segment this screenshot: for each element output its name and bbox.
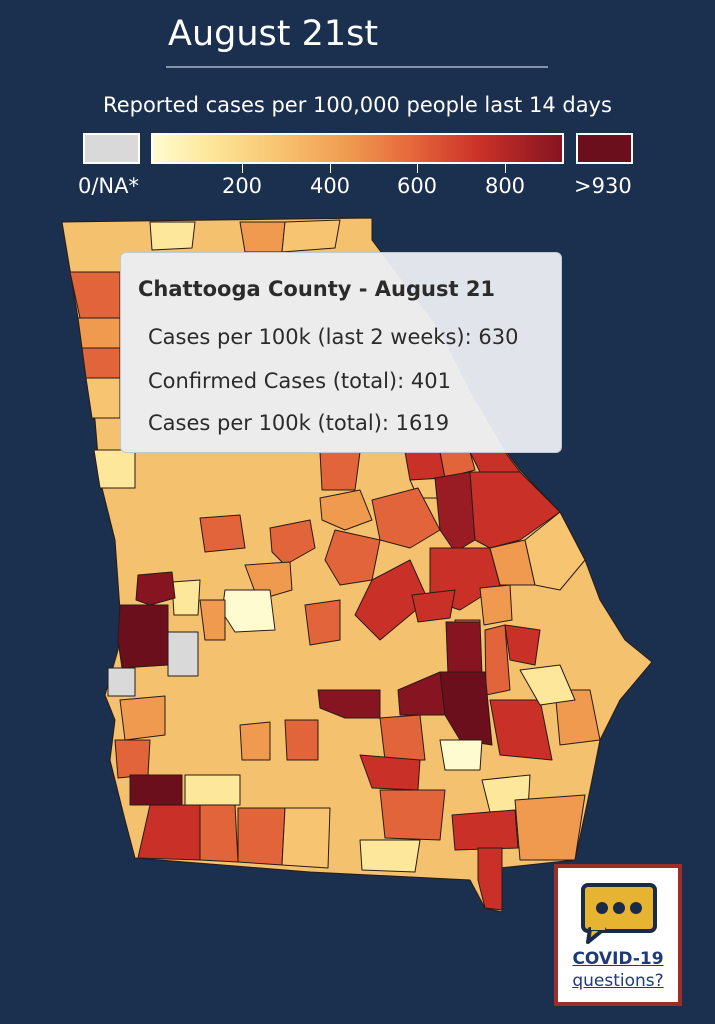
- county[interactable]: [505, 625, 540, 665]
- county[interactable]: [86, 378, 120, 418]
- county[interactable]: [115, 740, 150, 778]
- county[interactable]: [150, 222, 195, 250]
- county[interactable]: [200, 805, 238, 862]
- county[interactable]: [452, 810, 518, 850]
- tooltip-row-value: 401: [411, 369, 451, 393]
- county[interactable]: [108, 668, 135, 696]
- tooltip-row-value: 1619: [396, 411, 449, 435]
- county[interactable]: [285, 720, 318, 760]
- county[interactable]: [200, 515, 245, 552]
- chat-bubble-icon: [580, 882, 658, 944]
- tooltip-title: Chattooga County - August 21: [138, 277, 495, 301]
- county[interactable]: [485, 625, 510, 695]
- county[interactable]: [78, 318, 120, 348]
- county[interactable]: [172, 580, 200, 615]
- tooltip-row-label: Cases per 100k (total):: [148, 411, 389, 435]
- tooltip-row-label: Cases per 100k (last 2 weeks):: [148, 325, 472, 349]
- county[interactable]: [480, 585, 512, 625]
- county[interactable]: [240, 722, 270, 760]
- county[interactable]: [515, 795, 585, 860]
- tooltip-row: Cases per 100k (total): 1619: [148, 411, 449, 435]
- county[interactable]: [120, 696, 165, 740]
- county[interactable]: [440, 740, 482, 770]
- county[interactable]: [282, 808, 330, 868]
- county[interactable]: [136, 572, 175, 605]
- tooltip-row: Confirmed Cases (total): 401: [148, 369, 451, 393]
- county[interactable]: [130, 775, 182, 805]
- county[interactable]: [412, 590, 455, 622]
- button-label-line2: questions?: [558, 971, 678, 991]
- county[interactable]: [118, 605, 168, 668]
- county[interactable]: [446, 622, 482, 675]
- county[interactable]: [360, 840, 420, 872]
- tooltip-row-label: Confirmed Cases (total):: [148, 369, 404, 393]
- tooltip-row-value: 630: [478, 325, 518, 349]
- county[interactable]: [405, 452, 445, 480]
- county[interactable]: [240, 222, 285, 252]
- button-label-line1: COVID-19: [558, 949, 678, 969]
- county[interactable]: [168, 632, 198, 676]
- county[interactable]: [200, 600, 225, 640]
- county-tooltip: Chattooga County - August 21 Cases per 1…: [120, 252, 562, 453]
- covid-questions-button[interactable]: COVID-19 questions?: [554, 864, 682, 1006]
- county[interactable]: [305, 600, 340, 645]
- county[interactable]: [185, 775, 240, 805]
- county[interactable]: [82, 348, 120, 378]
- tooltip-row: Cases per 100k (last 2 weeks): 630: [148, 325, 518, 349]
- county[interactable]: [238, 808, 285, 865]
- county[interactable]: [94, 450, 135, 488]
- county[interactable]: [380, 715, 425, 760]
- county[interactable]: [320, 452, 360, 490]
- county[interactable]: [282, 220, 340, 252]
- county[interactable]: [380, 790, 445, 840]
